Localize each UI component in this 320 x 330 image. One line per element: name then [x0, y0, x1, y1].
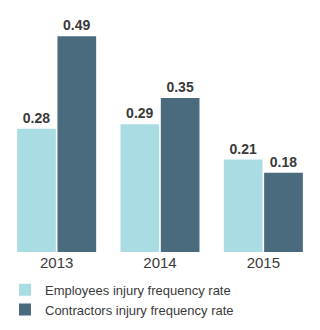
svg-text:0.21: 0.21: [229, 141, 256, 157]
svg-text:0.28: 0.28: [23, 110, 50, 126]
svg-text:2015: 2015: [247, 254, 280, 271]
svg-text:Employees injury frequency rat: Employees injury frequency rate: [45, 283, 231, 298]
svg-text:0.29: 0.29: [126, 105, 153, 121]
svg-text:0.18: 0.18: [270, 154, 297, 170]
svg-text:0.35: 0.35: [166, 79, 193, 95]
svg-text:0.49: 0.49: [63, 17, 90, 33]
svg-text:2014: 2014: [143, 254, 176, 271]
svg-text:Contractors injury frequency r: Contractors injury frequency rate: [45, 303, 234, 318]
svg-text:2013: 2013: [40, 254, 73, 271]
